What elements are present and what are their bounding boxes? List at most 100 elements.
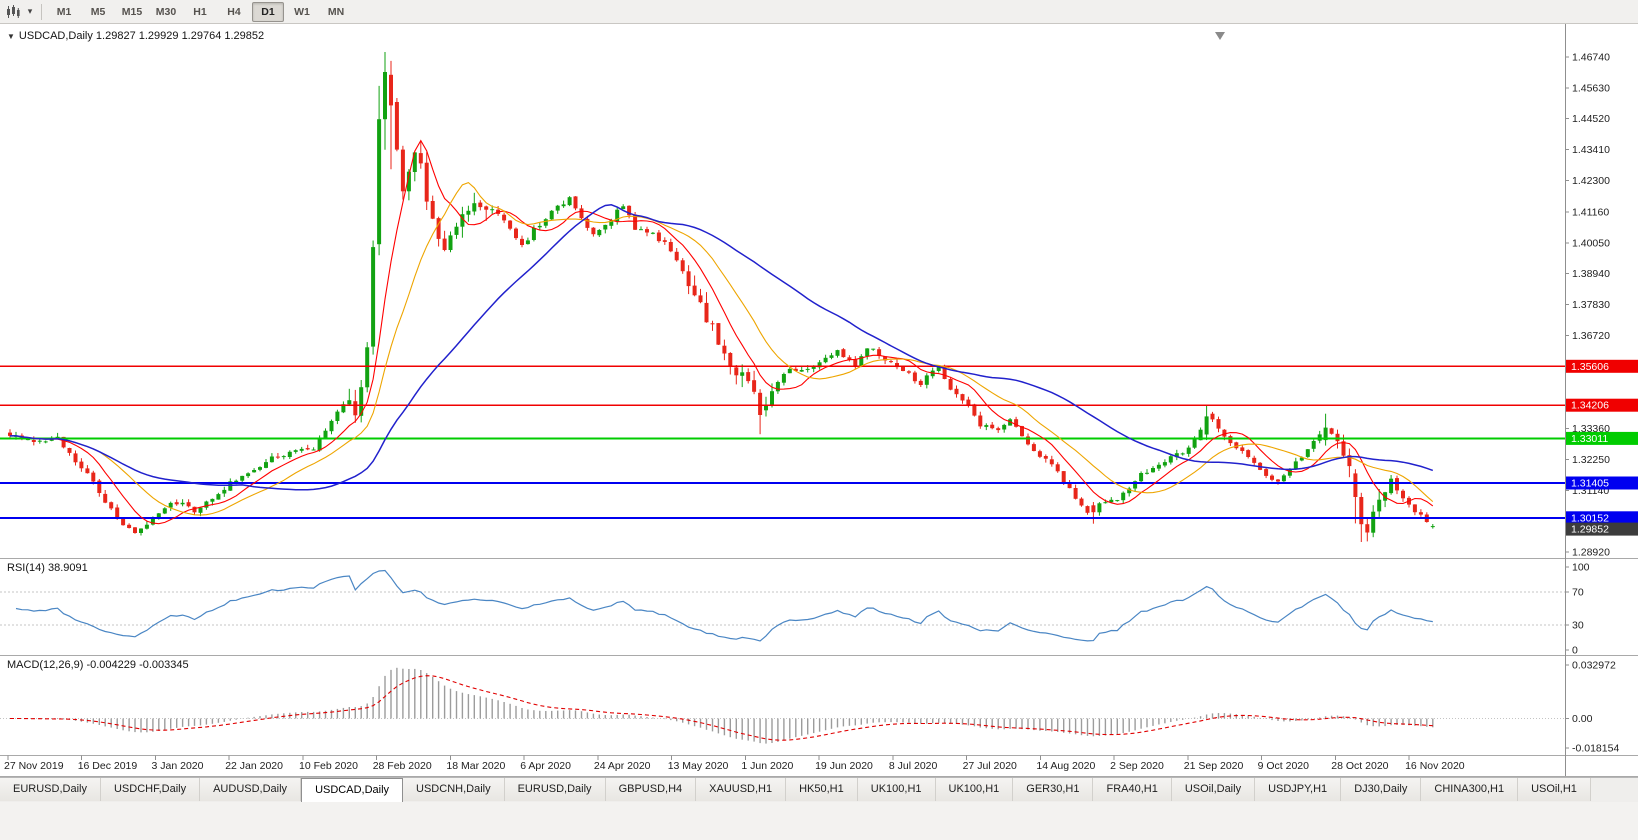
svg-text:1.31405: 1.31405 bbox=[1571, 478, 1609, 490]
chart-tab-bar: EURUSD,Daily USDCHF,Daily AUDUSD,Daily USDC… bbox=[0, 777, 1638, 802]
chart-tab-xauusd-h1[interactable]: XAUUSD,H1 bbox=[696, 778, 787, 801]
svg-text:16 Dec 2019: 16 Dec 2019 bbox=[78, 760, 138, 772]
macd-axis: 0.032972 0.00 -0.018154 bbox=[1565, 660, 1619, 754]
chart-tab-eurusd-daily[interactable]: EURUSD,Daily bbox=[504, 778, 606, 801]
svg-text:13 May 2020: 13 May 2020 bbox=[668, 760, 729, 772]
chart-shift-marker[interactable] bbox=[1215, 32, 1225, 40]
svg-text:8 Jul 2020: 8 Jul 2020 bbox=[889, 760, 938, 772]
window-bottom-area bbox=[0, 801, 1638, 840]
chart-tab-gbpusd-h4[interactable]: GBPUSD,H4 bbox=[605, 778, 697, 801]
chart-tab-usdcad-daily[interactable]: USDCAD,Daily bbox=[301, 778, 404, 802]
svg-text:1.44520: 1.44520 bbox=[1572, 113, 1610, 125]
svg-text:10 Feb 2020: 10 Feb 2020 bbox=[299, 760, 358, 772]
candlesticks bbox=[8, 52, 1435, 542]
timeframe-button-m30[interactable]: M30 bbox=[155, 5, 177, 18]
chart-ohlc-label: ▼ USDCAD,Daily 1.29827 1.29929 1.29764 1.… bbox=[7, 30, 264, 42]
svg-text:28 Feb 2020: 28 Feb 2020 bbox=[373, 760, 432, 772]
timeframe-button-h4[interactable]: H4 bbox=[227, 5, 241, 18]
chart-tab-usoil-daily[interactable]: USOil,Daily bbox=[1171, 778, 1256, 801]
rsi-indicator-label: RSI(14) 38.9091 bbox=[7, 562, 88, 574]
svg-text:1.35606: 1.35606 bbox=[1571, 361, 1609, 373]
svg-text:16 Nov 2020: 16 Nov 2020 bbox=[1405, 760, 1465, 772]
horizontal-level-lines[interactable] bbox=[0, 365, 1565, 519]
date-axis: 27 Nov 2019 16 Dec 2019 3 Jan 2020 22 Jan 2… bbox=[4, 755, 1465, 772]
svg-text:-0.018154: -0.018154 bbox=[1572, 742, 1619, 754]
timeframe-button-h1[interactable]: H1 bbox=[193, 5, 207, 18]
price-tag bbox=[1566, 476, 1638, 490]
chart-tab-usoil-h1[interactable]: USOil,H1 bbox=[1518, 778, 1591, 801]
indicator-level-lines bbox=[0, 591, 1565, 719]
chart-tab-uk100-h1[interactable]: UK100,H1 bbox=[935, 778, 1014, 801]
ma-fast bbox=[9, 139, 1434, 525]
macd-indicator-label: MACD(12,26,9) -0.004229 -0.003345 bbox=[7, 659, 189, 671]
svg-text:2 Sep 2020: 2 Sep 2020 bbox=[1110, 760, 1164, 772]
svg-text:1.36720: 1.36720 bbox=[1572, 330, 1610, 342]
chart-tab-dj30-daily[interactable]: DJ30,Daily bbox=[1341, 778, 1422, 801]
timeframe-group: M1 M5 M15 M30 H1 H4 D1 W1 MN bbox=[47, 1, 353, 22]
svg-text:1.37830: 1.37830 bbox=[1572, 299, 1610, 311]
candlestick-chart-icon bbox=[7, 4, 20, 18]
svg-text:3 Jan 2020: 3 Jan 2020 bbox=[152, 760, 204, 772]
svg-text:30: 30 bbox=[1572, 620, 1584, 632]
svg-text:1.33011: 1.33011 bbox=[1571, 433, 1608, 445]
svg-text:1 Jun 2020: 1 Jun 2020 bbox=[741, 760, 793, 772]
svg-text:100: 100 bbox=[1572, 562, 1590, 574]
svg-text:14 Aug 2020: 14 Aug 2020 bbox=[1036, 760, 1095, 772]
svg-text:0.00: 0.00 bbox=[1572, 713, 1593, 725]
timeframe-button-w1[interactable]: W1 bbox=[294, 5, 310, 18]
chart-tab-hk50-h1[interactable]: HK50,H1 bbox=[786, 778, 858, 801]
chart-tab-uk100-h1[interactable]: UK100,H1 bbox=[857, 778, 936, 801]
chart-tab-audusd-daily[interactable]: AUDUSD,Daily bbox=[200, 778, 302, 801]
price-tag bbox=[1566, 431, 1638, 445]
chart-tab-usdjpy-h1[interactable]: USDJPY,H1 bbox=[1255, 778, 1342, 801]
chart-title-text: USDCAD,Daily 1.29827 1.29929 1.29764 1.2… bbox=[18, 30, 265, 42]
ma-mid bbox=[9, 181, 1434, 516]
moving-average-lines bbox=[9, 139, 1434, 525]
collapse-chart-icon[interactable]: ▼ bbox=[7, 32, 15, 41]
rsi-axis: 100 70 30 0 bbox=[1565, 562, 1590, 657]
timeframe-button-m15[interactable]: M15 bbox=[121, 5, 143, 18]
price-tags: 1.35606 1.34206 1.33011 1.31405 1.301521.298… bbox=[1566, 359, 1638, 536]
svg-text:1.45630: 1.45630 bbox=[1572, 82, 1610, 94]
price-tag bbox=[1566, 359, 1638, 373]
svg-text:27 Nov 2019: 27 Nov 2019 bbox=[4, 760, 64, 772]
chart-tab-china300-h1[interactable]: CHINA300,H1 bbox=[1421, 778, 1519, 801]
svg-text:6 Apr 2020: 6 Apr 2020 bbox=[520, 760, 571, 772]
pane-separators bbox=[0, 24, 1638, 777]
svg-text:1.28920: 1.28920 bbox=[1572, 547, 1610, 559]
svg-text:0.032972: 0.032972 bbox=[1572, 660, 1616, 672]
svg-text:24 Apr 2020: 24 Apr 2020 bbox=[594, 760, 651, 772]
svg-text:21 Sep 2020: 21 Sep 2020 bbox=[1184, 760, 1244, 772]
timeframe-button-m5[interactable]: M5 bbox=[90, 5, 106, 18]
toolbar-separator bbox=[41, 3, 42, 20]
svg-text:27 Jul 2020: 27 Jul 2020 bbox=[963, 760, 1017, 772]
chart-type-icon[interactable] bbox=[2, 2, 24, 22]
price-tag bbox=[1566, 398, 1638, 412]
timeframe-button-mn[interactable]: MN bbox=[327, 5, 345, 18]
timeframe-button-m1[interactable]: M1 bbox=[56, 5, 72, 18]
svg-text:1.30152: 1.30152 bbox=[1571, 512, 1609, 524]
chart-tab-ger30-h1[interactable]: GER30,H1 bbox=[1013, 778, 1094, 801]
chart-tab-fra40-h1[interactable]: FRA40,H1 bbox=[1093, 778, 1172, 801]
svg-text:70: 70 bbox=[1572, 586, 1584, 598]
chart-type-dropdown-icon[interactable]: ▾ bbox=[27, 6, 33, 16]
chart-tab-usdcnh-daily[interactable]: USDCNH,Daily bbox=[403, 778, 505, 801]
svg-text:1.38940: 1.38940 bbox=[1572, 268, 1610, 280]
svg-text:1.32250: 1.32250 bbox=[1572, 454, 1610, 466]
svg-text:9 Oct 2020: 9 Oct 2020 bbox=[1258, 760, 1310, 772]
svg-text:28 Oct 2020: 28 Oct 2020 bbox=[1331, 760, 1388, 772]
rsi-line bbox=[15, 569, 1433, 642]
svg-text:1.40050: 1.40050 bbox=[1572, 237, 1610, 249]
chart-tab-eurusd-daily[interactable]: EURUSD,Daily bbox=[0, 778, 101, 801]
svg-text:1.29852: 1.29852 bbox=[1571, 524, 1609, 536]
svg-text:18 Mar 2020: 18 Mar 2020 bbox=[446, 760, 505, 772]
svg-text:0: 0 bbox=[1572, 645, 1578, 657]
chart-tab-usdchf-daily[interactable]: USDCHF,Daily bbox=[100, 778, 201, 801]
svg-text:22 Jan 2020: 22 Jan 2020 bbox=[225, 760, 283, 772]
timeframe-toolbar: ▾ M1 M5 M15 M30 H1 H4 D1 W1 MN bbox=[0, 0, 1638, 24]
timeframe-button-d1[interactable]: D1 bbox=[252, 1, 284, 22]
ma-slow bbox=[9, 204, 1434, 491]
svg-text:1.41160: 1.41160 bbox=[1572, 207, 1609, 219]
macd-histogram bbox=[21, 667, 1434, 744]
